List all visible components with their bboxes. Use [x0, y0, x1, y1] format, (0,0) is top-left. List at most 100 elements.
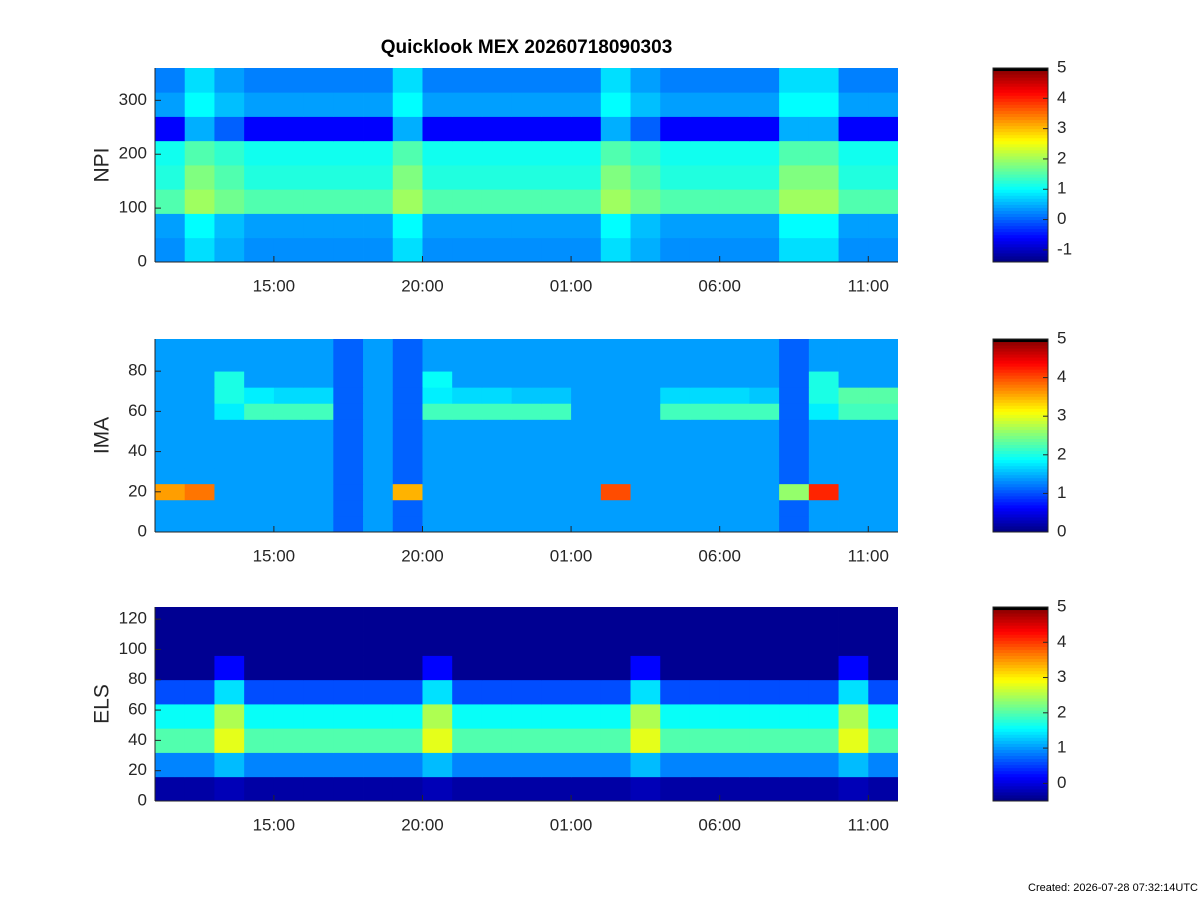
heat-cell: [511, 419, 542, 436]
heat-cell: [779, 68, 810, 93]
heat-cell: [511, 339, 542, 356]
heat-cell: [303, 631, 334, 656]
colorbar-swatch: [993, 622, 1048, 626]
heat-cell: [511, 116, 542, 142]
heat-cell: [184, 704, 215, 729]
colorbar-swatch: [993, 631, 1048, 635]
colorbar-swatch: [993, 125, 1048, 130]
heat-cell: [452, 607, 483, 632]
colorbar-swatch: [993, 453, 1048, 458]
heat-cell: [660, 655, 691, 681]
heat-cell: [838, 189, 869, 214]
heat-cell: [184, 451, 215, 469]
heat-cell: [452, 419, 483, 436]
heat-cell: [749, 387, 780, 404]
heat-cell: [273, 776, 304, 801]
colorbar-swatch: [993, 213, 1048, 218]
heat-cell: [749, 607, 780, 632]
heat-cell: [452, 371, 483, 388]
colorbar-swatch: [993, 408, 1048, 412]
colorbar-swatch: [993, 222, 1048, 227]
heat-cell: [808, 403, 839, 420]
heat-cell: [303, 165, 334, 190]
heat-cell: [422, 752, 453, 778]
heat-cell: [155, 213, 186, 239]
heat-cell: [868, 499, 898, 517]
heat-cell: [660, 403, 691, 420]
heat-cell: [689, 213, 721, 239]
heat-cell: [303, 189, 334, 214]
heat-cell: [660, 189, 691, 214]
heat-cell: [333, 728, 364, 753]
heat-cell: [511, 237, 542, 262]
heat-cell: [689, 140, 721, 166]
colorbar-swatch: [993, 643, 1048, 647]
heat-cell: [481, 752, 513, 778]
heat-cell: [273, 451, 304, 469]
heat-cell: [363, 68, 394, 93]
heat-cell: [838, 515, 869, 532]
heat-cell: [244, 237, 275, 262]
heat-cell: [155, 387, 186, 404]
heat-cell: [244, 92, 275, 117]
heat-cell: [452, 116, 483, 142]
heat-cell: [303, 140, 334, 166]
colorbar-swatch: [993, 528, 1048, 533]
heat-cell: [660, 679, 691, 705]
heat-cell: [749, 776, 780, 801]
heat-cell: [660, 752, 691, 778]
heat-cell: [749, 435, 780, 452]
heat-cell: [779, 237, 810, 262]
heat-cell: [719, 515, 750, 532]
heat-cell: [184, 165, 215, 190]
heat-cell: [481, 679, 513, 705]
colorbar-swatch: [993, 610, 1048, 614]
heat-cell: [155, 419, 186, 436]
heat-cell: [363, 704, 394, 729]
colorbar-swatch: [993, 797, 1048, 802]
heat-cell: [481, 655, 513, 681]
heat-cell: [392, 483, 423, 501]
heat-cell: [481, 435, 513, 452]
heat-cell: [868, 483, 898, 501]
heat-cell: [630, 419, 661, 436]
heat-cell: [600, 355, 631, 372]
heat-cell: [214, 237, 245, 262]
heat-cell: [779, 213, 810, 239]
colorbar-swatch: [993, 396, 1048, 400]
colorbar-swatch: [993, 402, 1048, 406]
colorbar-swatch: [993, 161, 1048, 166]
heat-cell: [184, 483, 215, 501]
heat-cell: [541, 339, 572, 356]
heat-cell: [571, 387, 602, 404]
heat-cell: [541, 752, 572, 778]
colorbar-swatch: [993, 667, 1048, 672]
cells: [155, 68, 898, 262]
heat-cell: [452, 140, 483, 166]
heat-cell: [214, 419, 245, 436]
colorbar-swatch: [993, 652, 1048, 656]
heat-cell: [422, 140, 453, 166]
colorbar-swatch: [993, 486, 1048, 491]
heat-cell: [749, 483, 780, 501]
heat-cell: [422, 237, 453, 262]
heat-cell: [511, 752, 542, 778]
colorbar-swatch: [993, 649, 1048, 653]
heat-cell: [273, 419, 304, 436]
colorbar-swatch: [993, 646, 1048, 650]
heat-cell: [184, 237, 215, 262]
heat-cell: [333, 515, 364, 532]
heat-cell: [541, 387, 572, 404]
heat-cell: [571, 655, 602, 681]
heat-cell: [481, 189, 513, 214]
heat-cell: [779, 189, 810, 214]
heat-cell: [838, 483, 869, 501]
heat-cell: [481, 499, 513, 517]
heat-cell: [481, 237, 513, 262]
colorbar-swatch: [993, 613, 1048, 617]
heat-cell: [868, 403, 898, 420]
heat-cell: [452, 467, 483, 485]
colorbar-swatch: [993, 255, 1048, 260]
heat-cell: [333, 116, 364, 142]
colorbar-swatch: [993, 694, 1048, 699]
